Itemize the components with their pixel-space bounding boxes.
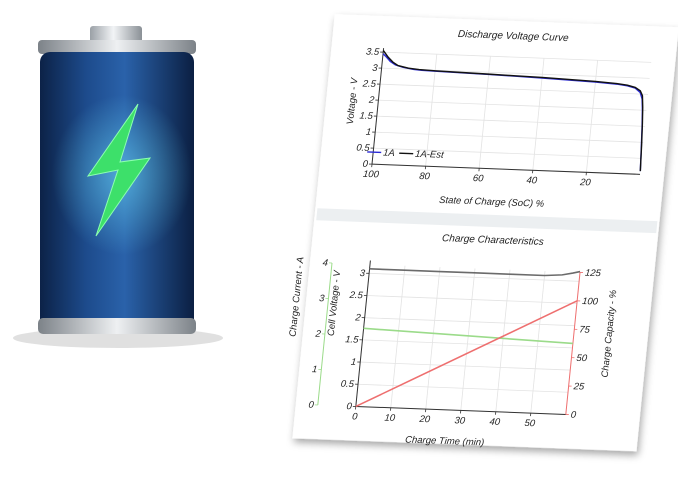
y-gridline — [364, 317, 575, 327]
y-tick-label: 1 — [365, 127, 371, 138]
voltage-tick-label: 0 — [346, 401, 353, 412]
y-gridline — [366, 295, 577, 304]
current-tick-label: 3 — [319, 293, 326, 304]
voltage-tick-label: 1.5 — [345, 334, 360, 345]
y-tick-label: 3 — [372, 63, 379, 74]
y-axis-label: Voltage - V — [345, 76, 361, 125]
x-tick-label: 60 — [472, 173, 484, 184]
x-axis-label: State of Charge (SoC) % — [439, 195, 546, 210]
y-tick-label: 2.5 — [361, 78, 377, 90]
x-gridline — [530, 271, 546, 414]
x-gridline — [425, 267, 441, 410]
capacity-tick-label: 0 — [570, 410, 577, 421]
voltage-series-line — [369, 268, 581, 277]
y-gridline — [383, 51, 652, 63]
y-gridline — [357, 383, 569, 393]
y-gridline — [375, 131, 644, 143]
y-gridline — [379, 83, 649, 95]
capacity-tick-label: 25 — [572, 381, 585, 392]
chart-title: Discharge Voltage Curve — [457, 29, 569, 44]
x-tick-label: 80 — [419, 171, 431, 182]
x-tick-label: 100 — [362, 169, 380, 181]
capacity-series-line — [355, 300, 578, 408]
x-tick-label: 50 — [524, 418, 536, 429]
voltage-tick-label: 0.5 — [340, 379, 355, 390]
battery-charging-icon — [13, 26, 223, 348]
chart-title: Charge Characteristics — [442, 233, 545, 248]
current-tick-label: 0 — [308, 400, 315, 411]
x-gridline — [495, 269, 511, 412]
x-gridline — [425, 54, 438, 167]
current-tick-label: 2 — [314, 329, 322, 340]
legend-entry-1a: 1A — [383, 148, 396, 159]
charts-card: Discharge Voltage Curve 0 0.5 1 1.5 2 2.5 3 3.5… — [288, 14, 678, 452]
y-tick-label: 3.5 — [365, 47, 380, 58]
capacity-tick-label: 125 — [584, 268, 602, 280]
voltage-tick-label: 2 — [354, 312, 362, 323]
legend-entry-1a-est: 1A-Est — [415, 149, 445, 161]
lightning-bolt-icon — [86, 103, 152, 237]
y-tick-label: 2 — [368, 95, 376, 106]
x-axis-label: Charge Time (min) — [405, 434, 485, 448]
x-tick-label: 20 — [418, 414, 431, 425]
x-tick-label: 20 — [579, 177, 592, 188]
y-gridline — [362, 339, 573, 349]
capacity-axis-line — [565, 272, 581, 415]
x-gridline — [585, 60, 598, 173]
y-gridline — [378, 99, 647, 111]
capacity-tick-label: 50 — [576, 353, 588, 364]
x-tick-label: 10 — [384, 413, 396, 424]
y-tick-label: 0 — [362, 159, 369, 170]
capacity-tick-label: 75 — [579, 324, 591, 335]
y-gridline — [360, 361, 571, 371]
x-tick-label: 40 — [489, 417, 501, 428]
y-gridline — [369, 272, 580, 282]
y-tick-label: 1.5 — [359, 111, 374, 122]
y-gridline — [376, 115, 645, 127]
x-gridline — [460, 268, 476, 411]
voltage-tick-label: 2.5 — [348, 290, 364, 302]
discharge-voltage-chart: Discharge Voltage Curve 0 0.5 1 1.5 2 2.5 3 3.5… — [345, 29, 652, 210]
legend: 1A 1A-Est — [367, 148, 445, 161]
voltage-axis-line — [355, 260, 371, 407]
x-tick-label: 0 — [352, 411, 359, 422]
x-axis-line — [371, 163, 641, 175]
x-tick-label: 40 — [526, 175, 538, 186]
y-tick-label: 0.5 — [356, 143, 371, 154]
y-gridline — [373, 147, 642, 159]
capacity-tick-label: 100 — [582, 296, 600, 308]
x-gridline — [390, 265, 406, 408]
voltage-tick-label: 3 — [359, 268, 366, 279]
series-line-1a-est — [382, 50, 644, 172]
current-tick-label: 1 — [311, 364, 317, 375]
charge-current-axis-label: Charge Current - A — [288, 257, 307, 337]
voltage-tick-label: 1 — [350, 357, 356, 368]
x-tick-label: 30 — [454, 415, 466, 426]
paper-background — [292, 14, 678, 452]
y-axis-line — [371, 48, 385, 165]
current-series-line — [363, 327, 574, 345]
current-tick-label: 4 — [322, 258, 328, 269]
